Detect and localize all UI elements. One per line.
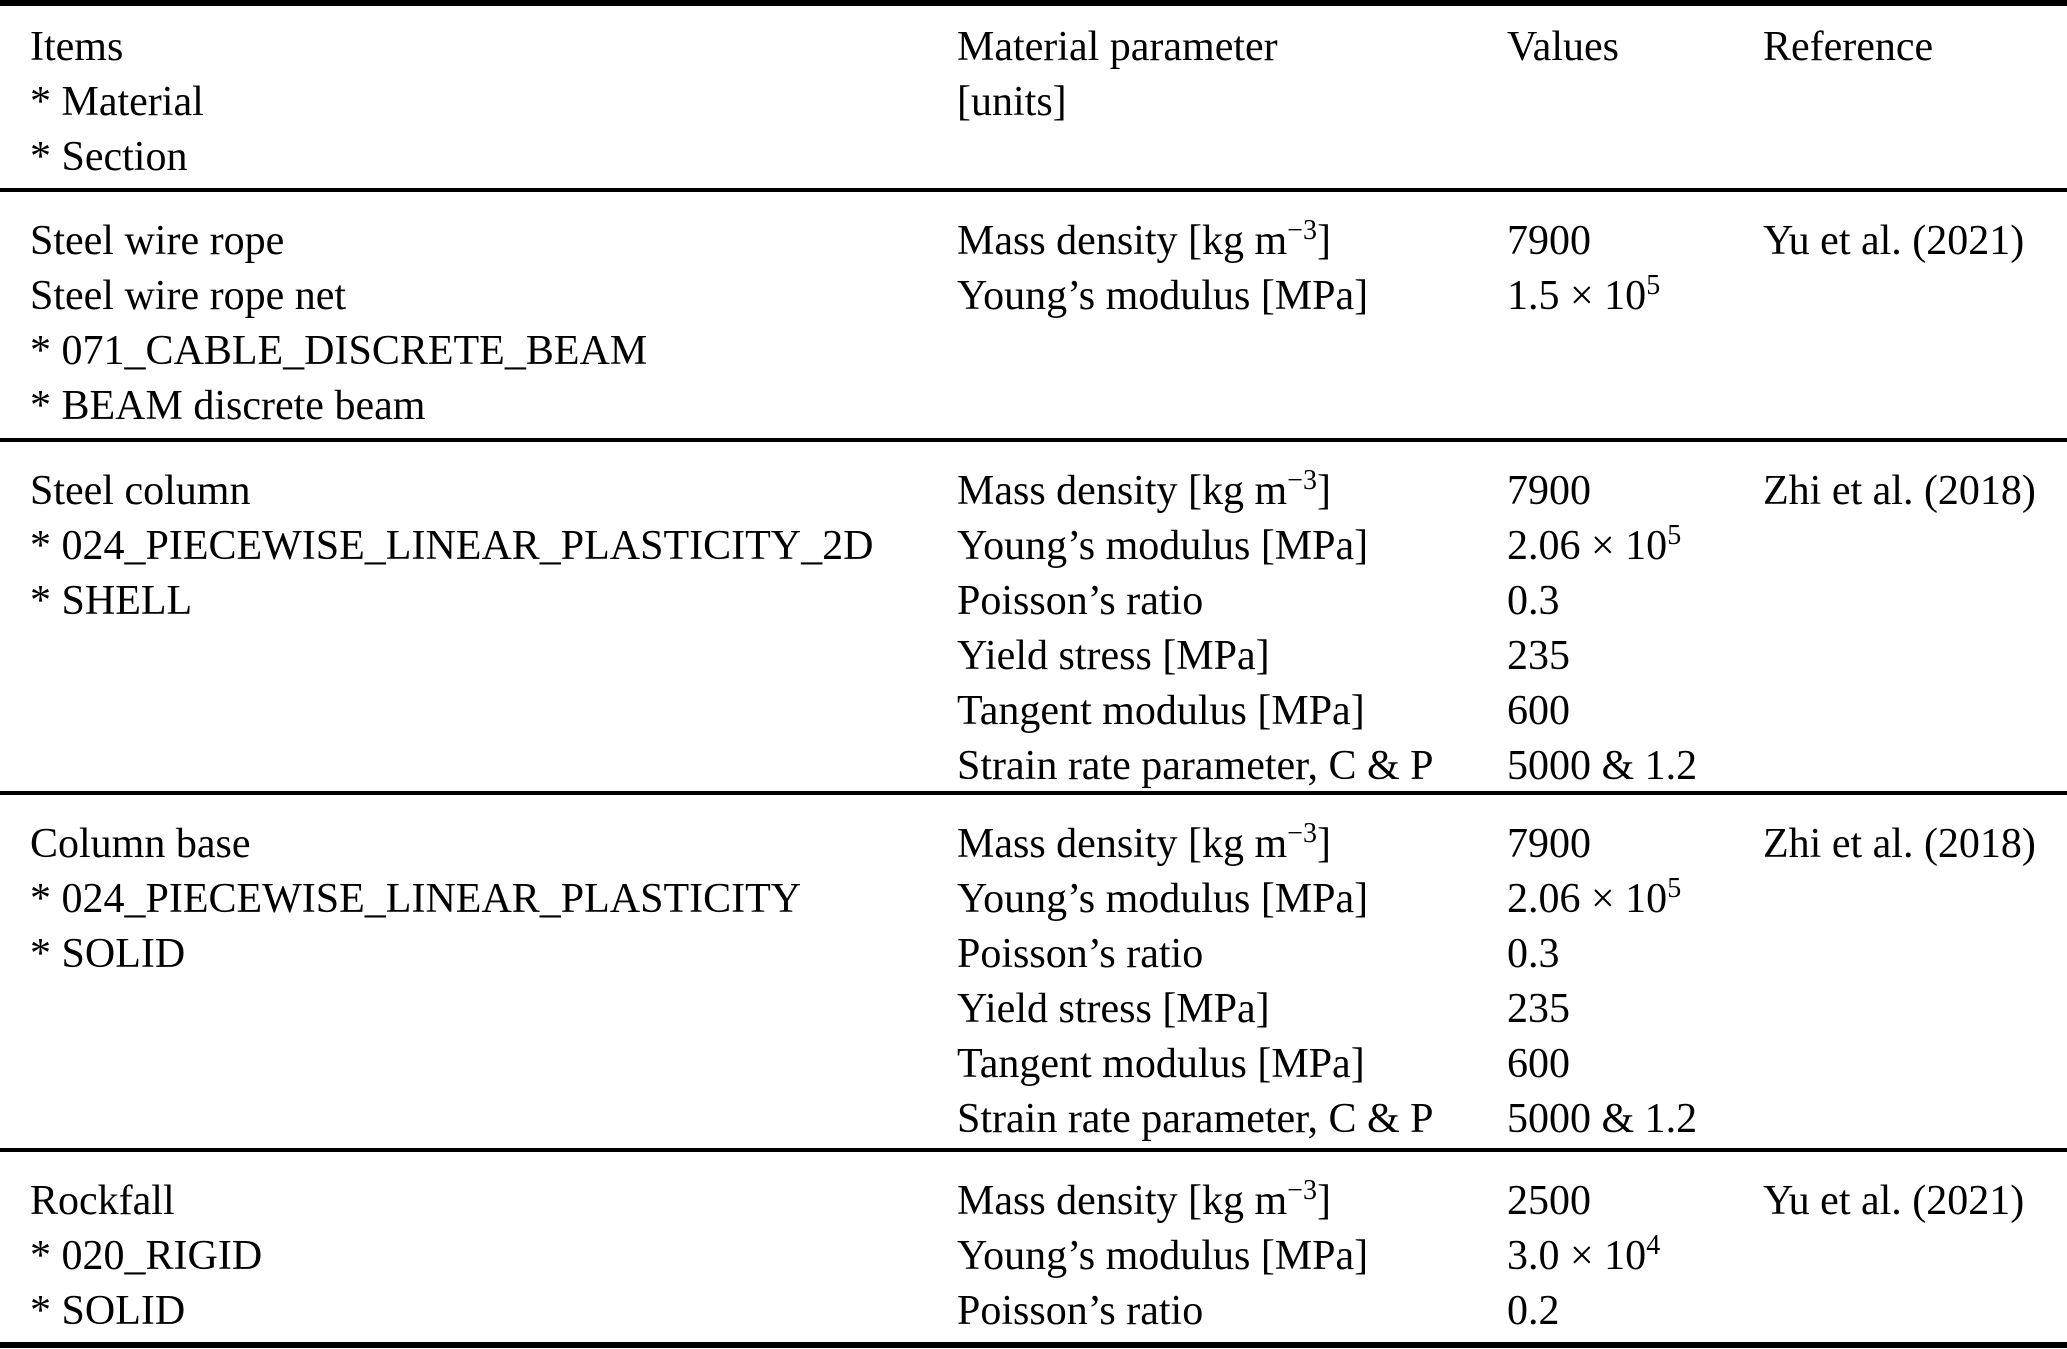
reference-line: Yu et al. (2021) (1763, 218, 2025, 264)
items-cell: Steel wire rope Steel wire rope net * 07… (30, 214, 957, 438)
parameter-line: Mass density [kg m−3] (957, 464, 1331, 514)
reference-cell: Yu et al. (2021) (1763, 214, 2067, 438)
value-line: 7900 (1507, 821, 1591, 867)
values-cell: 7900 2.06 × 105 0.3 235 600 5000 & 1.2 (1507, 817, 1763, 1148)
superscript: −3 (1287, 1174, 1317, 1206)
header-param-line: [units] (957, 79, 1067, 125)
value-line: 2500 (1507, 1178, 1591, 1224)
value-line: 0.3 (1507, 578, 1560, 624)
value-line: 600 (1507, 1041, 1570, 1087)
header-cell-items: Items * Material * Section (30, 20, 957, 188)
header-items-line: Items (30, 24, 124, 70)
value-line: 2.06 × 105 (1507, 872, 1682, 922)
header-items-line: * Material (30, 79, 204, 125)
value-line: 7900 (1507, 468, 1591, 514)
items-cell: Steel column * 024_PIECEWISE_LINEAR_PLAS… (30, 464, 957, 791)
parameter-line: Young’s modulus [MPa] (957, 523, 1369, 569)
value-line: 7900 (1507, 218, 1591, 264)
table-row-rockfall: Rockfall * 020_RIGID * SOLID Mass densit… (0, 1152, 2067, 1342)
header-cell-material-parameter: Material parameter [units] (957, 20, 1507, 188)
item-line: Steel wire rope net (30, 273, 347, 319)
item-line: * SOLID (30, 1288, 186, 1334)
parameter-line: Mass density [kg m−3] (957, 817, 1331, 867)
header-items-line: * Section (30, 134, 188, 180)
reference-cell: Zhi et al. (2018) (1763, 817, 2067, 1148)
parameter-line: Poisson’s ratio (957, 931, 1204, 977)
header-values-label: Values (1507, 24, 1619, 70)
item-line: Rockfall (30, 1178, 175, 1224)
superscript: −3 (1287, 464, 1317, 496)
reference-line: Yu et al. (2021) (1763, 1178, 2025, 1224)
value-line: 5000 & 1.2 (1507, 1096, 1698, 1142)
item-line: * 071_CABLE_DISCRETE_BEAM (30, 328, 648, 374)
superscript: 4 (1646, 1229, 1661, 1261)
superscript: −3 (1287, 817, 1317, 849)
reference-cell: Zhi et al. (2018) (1763, 464, 2067, 791)
parameter-line: Young’s modulus [MPa] (957, 1233, 1369, 1279)
items-cell: Column base * 024_PIECEWISE_LINEAR_PLAST… (30, 817, 957, 1148)
value-line: 1.5 × 105 (1507, 269, 1661, 319)
values-cell: 2500 3.0 × 104 0.2 (1507, 1174, 1763, 1342)
value-line: 0.2 (1507, 1288, 1560, 1334)
parameter-line: Mass density [kg m−3] (957, 214, 1331, 264)
table-row-steel-column: Steel column * 024_PIECEWISE_LINEAR_PLAS… (0, 442, 2067, 795)
parameter-line: Strain rate parameter, C & P (957, 743, 1434, 789)
superscript: 5 (1667, 872, 1682, 904)
header-cell-reference: Reference (1763, 20, 2067, 188)
parameter-line: Tangent modulus [MPa] (957, 1041, 1365, 1087)
parameters-cell: Mass density [kg m−3] Young’s modulus [M… (957, 1174, 1507, 1342)
value-line: 3.0 × 104 (1507, 1229, 1661, 1279)
parameter-line: Mass density [kg m−3] (957, 1174, 1331, 1224)
parameters-cell: Mass density [kg m−3] Young’s modulus [M… (957, 464, 1507, 791)
superscript: 5 (1667, 519, 1682, 551)
table-row-steel-wire-rope: Steel wire rope Steel wire rope net * 07… (0, 192, 2067, 442)
value-line: 2.06 × 105 (1507, 519, 1682, 569)
value-line: 235 (1507, 633, 1570, 679)
values-cell: 7900 1.5 × 105 (1507, 214, 1763, 438)
parameter-line: Yield stress [MPa] (957, 633, 1270, 679)
reference-line: Zhi et al. (2018) (1763, 468, 2036, 514)
table-row-column-base: Column base * 024_PIECEWISE_LINEAR_PLAST… (0, 795, 2067, 1152)
table-header-row: Items * Material * Section Material para… (0, 6, 2067, 192)
item-line: Steel column (30, 468, 251, 514)
parameter-line: Yield stress [MPa] (957, 986, 1270, 1032)
header-param-line: Material parameter (957, 24, 1278, 70)
item-line: * SHELL (30, 578, 193, 624)
header-cell-values: Values (1507, 20, 1763, 188)
parameter-line: Strain rate parameter, C & P (957, 1096, 1434, 1142)
parameter-line: Poisson’s ratio (957, 578, 1204, 624)
items-cell: Rockfall * 020_RIGID * SOLID (30, 1174, 957, 1342)
item-line: * 024_PIECEWISE_LINEAR_PLASTICITY_2D (30, 523, 874, 569)
parameters-cell: Mass density [kg m−3] Young’s modulus [M… (957, 817, 1507, 1148)
superscript: −3 (1287, 214, 1317, 246)
parameter-line: Young’s modulus [MPa] (957, 273, 1369, 319)
parameters-cell: Mass density [kg m−3] Young’s modulus [M… (957, 214, 1507, 438)
reference-line: Zhi et al. (2018) (1763, 821, 2036, 867)
item-line: * SOLID (30, 931, 186, 977)
value-line: 0.3 (1507, 931, 1560, 977)
item-line: * 024_PIECEWISE_LINEAR_PLASTICITY (30, 876, 802, 922)
value-line: 5000 & 1.2 (1507, 743, 1698, 789)
value-line: 235 (1507, 986, 1570, 1032)
value-line: 600 (1507, 688, 1570, 734)
parameter-line: Young’s modulus [MPa] (957, 876, 1369, 922)
reference-cell: Yu et al. (2021) (1763, 1174, 2067, 1342)
item-line: Column base (30, 821, 251, 867)
superscript: 5 (1646, 269, 1661, 301)
parameter-line: Poisson’s ratio (957, 1288, 1204, 1334)
item-line: * BEAM discrete beam (30, 383, 426, 429)
header-reference-label: Reference (1763, 24, 1934, 70)
values-cell: 7900 2.06 × 105 0.3 235 600 5000 & 1.2 (1507, 464, 1763, 791)
item-line: Steel wire rope (30, 218, 285, 264)
parameter-line: Tangent modulus [MPa] (957, 688, 1365, 734)
item-line: * 020_RIGID (30, 1233, 263, 1279)
